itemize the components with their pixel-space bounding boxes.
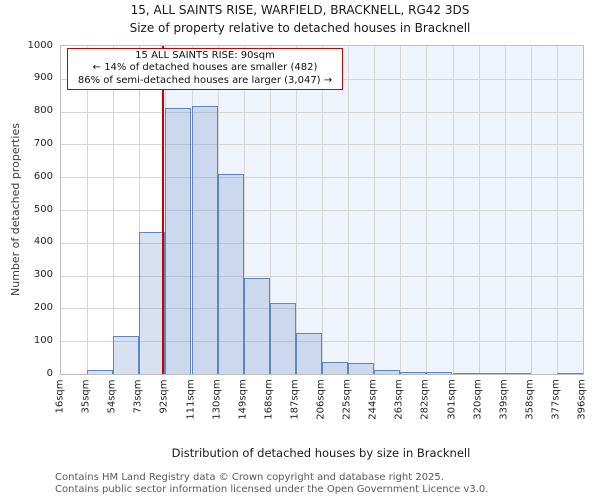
x-tick-label: 263sqm [393, 378, 405, 420]
x-tick-label: 320sqm [472, 378, 484, 420]
histogram-bar [452, 373, 479, 374]
chart-title: 15, ALL SAINTS RISE, WARFIELD, BRACKNELL… [130, 3, 470, 17]
y-tick-label: 400 [33, 236, 53, 248]
v-gridline [269, 46, 271, 374]
v-gridline [113, 46, 115, 374]
v-gridline [556, 46, 558, 374]
histogram-bar [295, 333, 322, 374]
y-tick-label: 700 [33, 137, 53, 149]
histogram-bar [217, 173, 244, 374]
x-tick-label: 16sqm [54, 378, 66, 414]
x-tick-label: 149sqm [237, 378, 249, 420]
v-gridline [478, 46, 480, 374]
x-tick-label: 130sqm [211, 378, 223, 420]
y-tick-label: 200 [33, 301, 53, 313]
x-tick-label: 111sqm [185, 378, 197, 420]
v-gridline [426, 46, 428, 374]
y-tick-label: 100 [33, 334, 53, 346]
y-tick-label: 0 [46, 367, 53, 379]
v-gridline [348, 46, 350, 374]
histogram-bar [426, 372, 453, 374]
y-tick-label: 500 [33, 203, 53, 215]
histogram-bar [322, 361, 349, 374]
annotation-line-3: 86% of semi-detached houses are larger (… [77, 74, 333, 86]
annotation-line-1: 15 ALL SAINTS RISE: 90sqm [135, 50, 275, 61]
x-tick-label: 35sqm [80, 378, 92, 414]
x-tick-label: 339sqm [498, 378, 510, 420]
chart-subtitle: Size of property relative to detached ho… [129, 21, 471, 35]
x-tick-label: 206sqm [315, 378, 327, 420]
x-tick-label: 92sqm [158, 378, 170, 414]
x-tick-label: 244sqm [367, 378, 379, 420]
histogram-bar [269, 303, 296, 374]
footer-line-2: Contains public sector information licen… [55, 483, 489, 495]
copyright-footer: Contains HM Land Registry data © Crown c… [55, 472, 488, 495]
plot-area: 15 ALL SAINTS RISE: 90sqm ← 14% of detac… [60, 45, 584, 375]
histogram-bar [348, 363, 375, 374]
x-tick-label: 187sqm [289, 378, 301, 420]
histogram-bar [139, 231, 166, 374]
histogram-bar [191, 106, 218, 374]
x-axis-title: Distribution of detached houses by size … [171, 446, 471, 460]
v-gridline [243, 46, 245, 374]
x-tick-label: 168sqm [263, 378, 275, 420]
subject-property-marker-line [161, 46, 164, 374]
y-axis-title: Number of detached properties [8, 122, 22, 296]
y-tick-label: 300 [33, 269, 53, 281]
histogram-bar [374, 370, 401, 374]
x-tick-label: 358sqm [524, 378, 536, 420]
x-tick-label: 396sqm [576, 378, 588, 420]
v-gridline [400, 46, 402, 374]
y-tick-label: 800 [33, 105, 53, 117]
annotation-callout-box: 15 ALL SAINTS RISE: 90sqm ← 14% of detac… [67, 48, 343, 91]
x-tick-label: 301sqm [446, 378, 458, 420]
histogram-bar [243, 278, 270, 374]
v-gridline [374, 46, 376, 374]
y-tick-label: 900 [33, 72, 53, 84]
histogram-bar [478, 373, 505, 374]
footer-line-1: Contains HM Land Registry data © Crown c… [55, 472, 444, 483]
v-gridline [295, 46, 297, 374]
v-gridline [139, 46, 141, 374]
v-gridline [452, 46, 454, 374]
x-tick-label: 73sqm [132, 378, 144, 414]
x-tick-label: 377sqm [550, 378, 562, 420]
x-tick-label: 282sqm [420, 378, 432, 420]
annotation-line-2: ← 14% of detached houses are smaller (48… [92, 62, 318, 74]
x-tick-label: 225sqm [341, 378, 353, 420]
v-gridline [530, 46, 532, 374]
v-gridline [87, 46, 89, 374]
histogram-bar [165, 108, 192, 374]
v-gridline [504, 46, 506, 374]
histogram-bar [556, 373, 583, 374]
y-tick-label: 1000 [27, 39, 53, 51]
histogram-bar [113, 336, 140, 374]
histogram-bar [400, 371, 427, 374]
x-tick-label: 54sqm [106, 378, 118, 414]
histogram-bar [87, 370, 114, 374]
v-gridline [322, 46, 323, 374]
histogram-bar [504, 373, 531, 374]
y-tick-label: 600 [33, 170, 53, 182]
